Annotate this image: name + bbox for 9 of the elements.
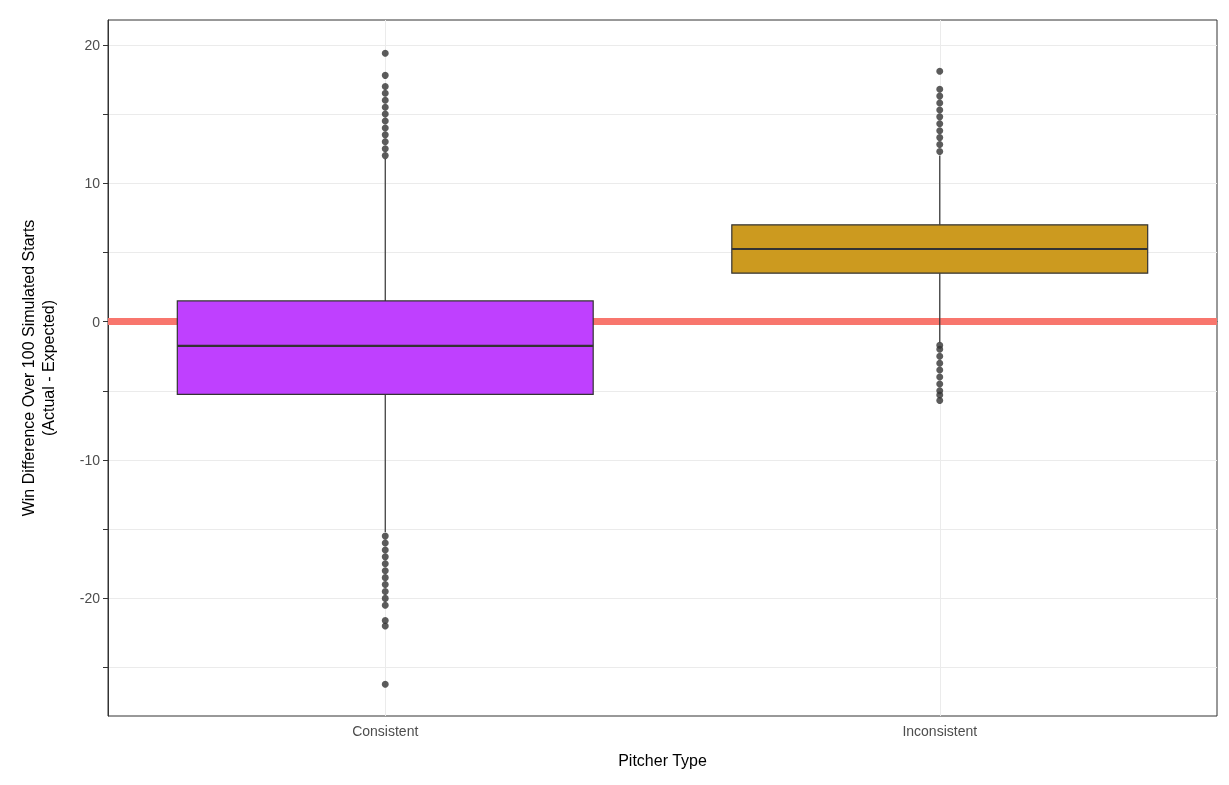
y-tick-label: 0	[92, 313, 101, 330]
y-tick-label: -20	[79, 590, 101, 607]
x-tick-label: Consistent	[352, 723, 419, 739]
y-tick-label: 20	[84, 36, 101, 53]
y-axis-title: Win Difference Over 100 Simulated Starts (Actual - Expected)	[19, 219, 57, 517]
x-tick-label: Inconsistent	[902, 723, 978, 739]
y-tick-label: 10	[84, 175, 101, 192]
y-tick-label: -10	[79, 452, 101, 469]
x-axis-title: Pitcher Type	[618, 751, 707, 769]
